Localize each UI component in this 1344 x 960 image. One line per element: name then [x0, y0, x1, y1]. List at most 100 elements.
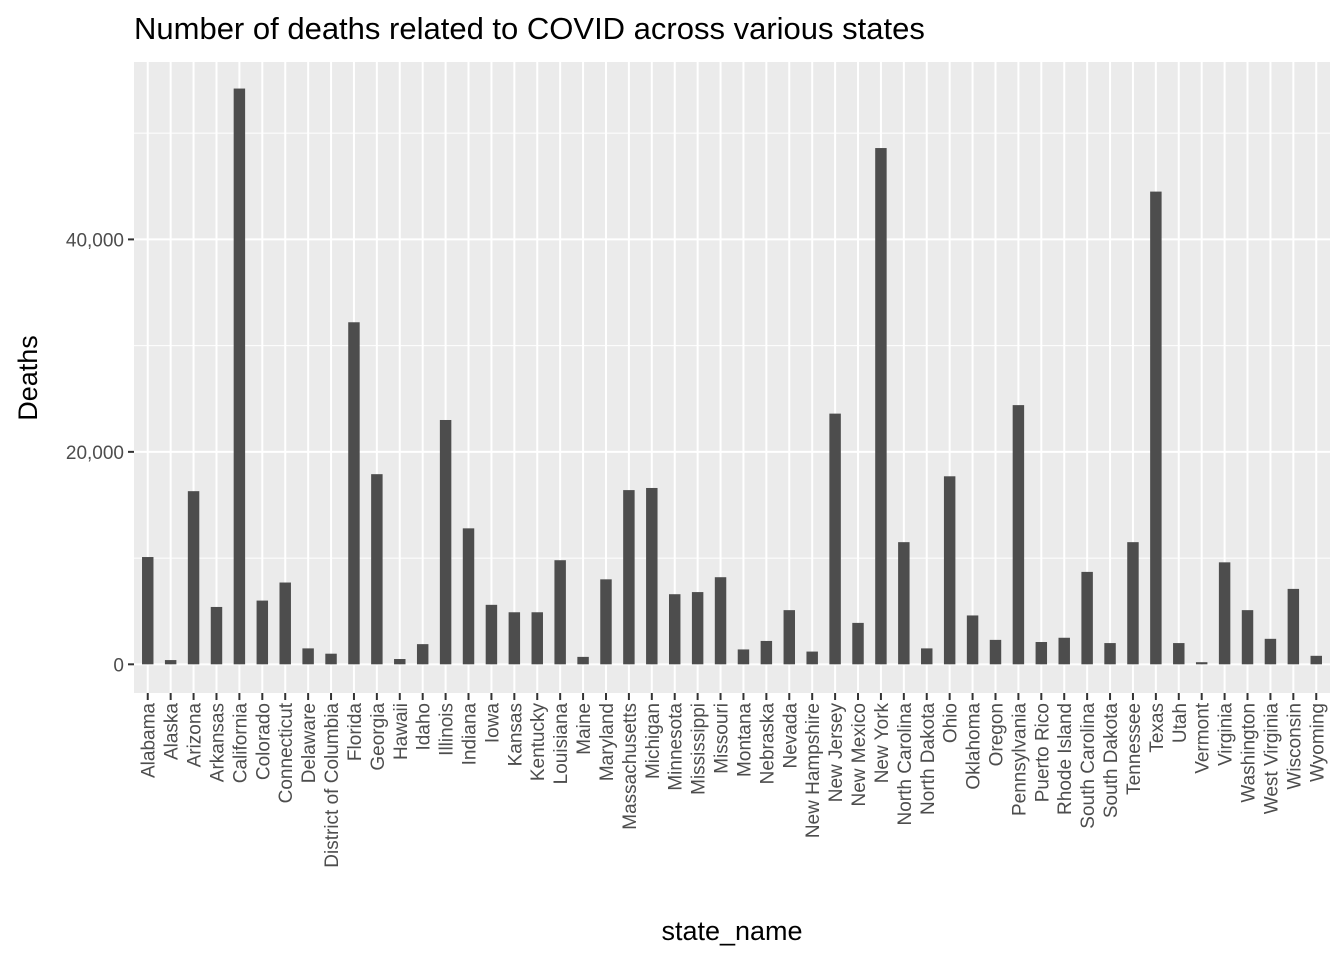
- x-tick-label: Vermont: [1193, 702, 1214, 773]
- bar: [1058, 637, 1070, 665]
- x-tick-label: Maine: [574, 703, 595, 755]
- x-tick-label: West Virginia: [1261, 703, 1282, 815]
- x-tick-label: Mississippi: [689, 703, 710, 795]
- bar: [462, 528, 475, 665]
- bars: [142, 88, 1322, 665]
- bar: [439, 419, 452, 665]
- x-tick-label: Massachusetts: [620, 703, 641, 830]
- x-tick-label: Colorado: [253, 703, 274, 780]
- bar: [210, 606, 223, 665]
- bar: [1195, 662, 1208, 665]
- bar: [325, 653, 337, 665]
- x-tick-label: North Carolina: [895, 703, 916, 826]
- bar: [966, 615, 979, 665]
- y-tick-label: 0: [113, 655, 124, 676]
- x-tick-label: Oklahoma: [964, 703, 985, 790]
- chart-title: Number of deaths related to COVID across…: [134, 11, 925, 46]
- bar: [852, 622, 864, 665]
- bar: [691, 592, 704, 665]
- x-tick-label: Nebraska: [757, 703, 778, 785]
- x-tick-label: District of Columbia: [322, 703, 343, 868]
- y-axis: 0 20,000 40,000: [66, 230, 134, 676]
- x-tick-label: Nevada: [780, 703, 801, 769]
- y-tick-label: 20,000: [66, 443, 124, 464]
- x-tick-label: Texas: [1147, 703, 1168, 753]
- bar: [783, 610, 796, 665]
- x-tick-label: Missouri: [712, 703, 733, 774]
- x-tick-label: Connecticut: [276, 702, 297, 803]
- bar: [279, 582, 291, 665]
- x-tick-label: North Dakota: [918, 703, 939, 815]
- bar: [233, 88, 246, 665]
- bar: [829, 413, 841, 665]
- bar: [164, 660, 177, 665]
- x-tick-label: Puerto Rico: [1032, 703, 1053, 802]
- bar: [921, 648, 933, 665]
- x-tick-label: Virginia: [1216, 703, 1237, 766]
- bar: [1218, 562, 1231, 665]
- x-tick-label: Minnesota: [666, 703, 687, 791]
- x-tick-label: Wisconsin: [1284, 703, 1305, 790]
- x-tick-label: Oregon: [986, 703, 1007, 766]
- x-tick-label: Arkansas: [207, 703, 228, 782]
- bar: [646, 487, 658, 665]
- bar: [668, 594, 681, 665]
- x-tick-label: Michigan: [643, 703, 664, 779]
- x-tick-label: Kentucky: [528, 703, 549, 782]
- x-tick-label: Montana: [734, 703, 755, 777]
- bar: [577, 656, 589, 665]
- x-tick-label: Arizona: [185, 703, 206, 768]
- bar: [371, 474, 383, 665]
- bar: [1264, 638, 1277, 665]
- bar: [623, 490, 635, 665]
- bar: [898, 542, 910, 665]
- bar: [806, 651, 818, 665]
- bar: [875, 148, 887, 665]
- bar: [1012, 405, 1025, 665]
- bar: [187, 491, 200, 665]
- bar: [1035, 642, 1048, 665]
- x-tick-label: Alaska: [162, 703, 183, 760]
- bar: [943, 476, 956, 665]
- bar: [1173, 643, 1185, 665]
- x-tick-label: Iowa: [482, 703, 503, 744]
- x-tick-label: Wyoming: [1307, 703, 1328, 782]
- bar: [1127, 542, 1139, 665]
- x-tick-label: Pennsylvania: [1009, 703, 1030, 816]
- x-tick-label: Delaware: [299, 703, 320, 783]
- x-tick-label: Utah: [1170, 703, 1191, 743]
- x-tick-label: Ohio: [941, 703, 962, 743]
- bar: [737, 649, 750, 665]
- bar: [1150, 191, 1162, 665]
- x-tick-label: New York: [872, 703, 893, 784]
- bar: [1241, 610, 1254, 665]
- bar: [1104, 643, 1116, 665]
- bar: [1081, 571, 1093, 665]
- x-tick-label: South Carolina: [1078, 703, 1099, 829]
- x-tick-label: New Jersey: [826, 703, 847, 803]
- x-tick-label: Idaho: [414, 703, 435, 751]
- bar: [760, 640, 773, 665]
- bar: [142, 557, 154, 665]
- x-tick-label: South Dakota: [1101, 703, 1122, 819]
- x-axis-title: state_name: [661, 916, 802, 946]
- x-tick-label: Indiana: [460, 703, 481, 766]
- bar: [714, 577, 727, 665]
- bar: [485, 604, 498, 665]
- x-tick-label: New Mexico: [849, 703, 870, 806]
- bar: [531, 612, 543, 665]
- bar: [1287, 588, 1300, 665]
- x-tick-label: Tennessee: [1124, 703, 1145, 795]
- x-tick-label: Alabama: [139, 703, 160, 778]
- x-tick-label: Georgia: [368, 703, 389, 771]
- bar: [600, 579, 612, 665]
- bar: [302, 648, 314, 665]
- bar: [508, 612, 521, 665]
- x-tick-label: Illinois: [437, 703, 458, 756]
- bar: [1310, 655, 1322, 665]
- y-axis-title: Deaths: [13, 335, 43, 421]
- bar: [256, 600, 269, 665]
- bar: [416, 644, 429, 665]
- x-tick-label: Washington: [1239, 703, 1260, 803]
